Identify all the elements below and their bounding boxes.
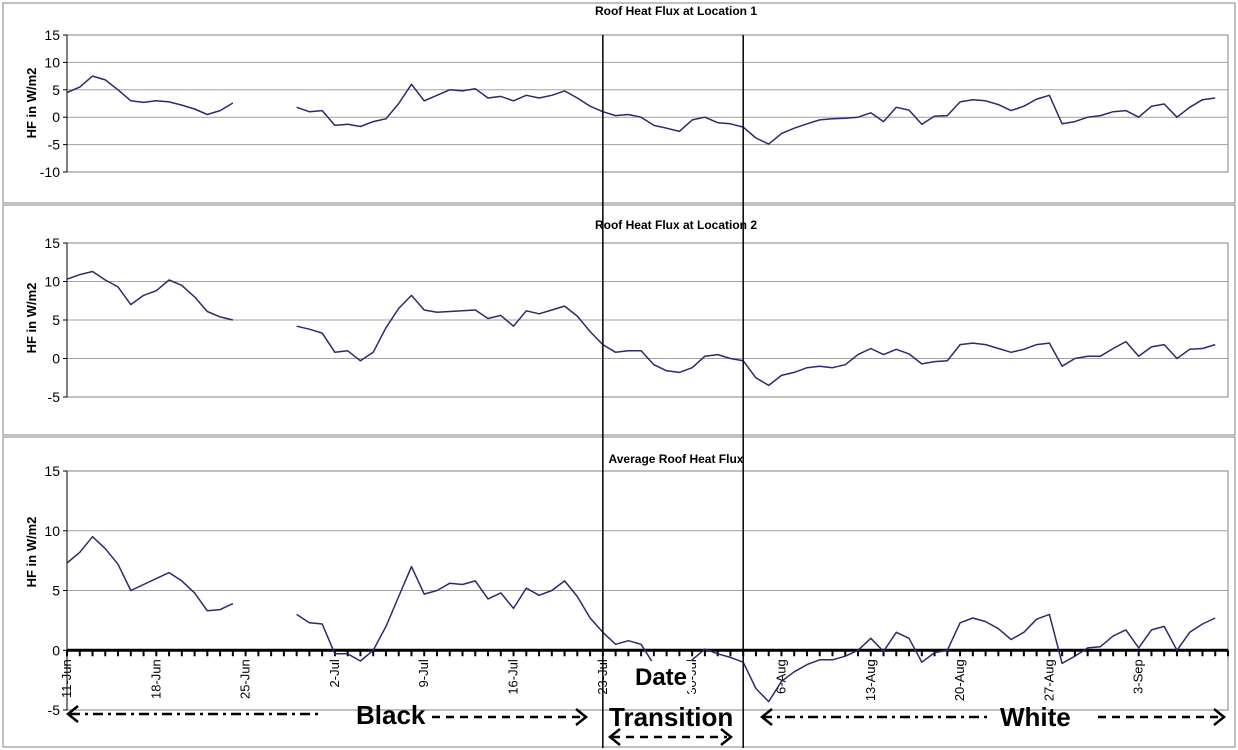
x-tick-label: 2-Jul — [327, 659, 342, 687]
x-tick-label: 3-Sep — [1131, 659, 1146, 694]
y-tick-label: 10 — [44, 54, 60, 70]
x-tick-label: 6-Aug — [773, 659, 788, 694]
panel-average: Average Roof Heat Flux HF in W/m2 -5 0 5 10… — [2, 436, 1236, 748]
panel-location-1: Roof Heat Flux at Location 1 HF in W/m2 … — [2, 2, 1236, 204]
y-tick-label: 10 — [44, 523, 60, 539]
y-tick-label: -5 — [48, 389, 61, 405]
y-tick-label: 5 — [52, 82, 60, 98]
y-tick-label: 0 — [52, 642, 60, 658]
date-label-background — [630, 661, 692, 691]
black-arrow-left-head — [65, 705, 79, 723]
x-tick-label: 20-Aug — [952, 659, 967, 701]
y-tick-label: -5 — [48, 702, 61, 718]
panel-frame — [2, 2, 1236, 204]
transition-phase-label: Transition — [609, 702, 733, 732]
x-tick-label: 11-Jun — [59, 659, 74, 698]
x-tick-label: 9-Jul — [416, 659, 431, 687]
panel-frame — [2, 204, 1236, 436]
y-tick-label: 15 — [44, 235, 60, 251]
series-line — [296, 83, 1216, 145]
series-line — [66, 535, 234, 612]
series-line — [296, 565, 1216, 703]
plot-area: -10 -5 0 5 10 15 — [40, 27, 1229, 180]
series-line — [296, 294, 1216, 387]
series-line — [66, 75, 234, 116]
y-tick-label: 0 — [52, 109, 60, 125]
white-arrow-left-head — [759, 708, 773, 726]
black-phase-label: Black — [356, 700, 426, 730]
y-axis-label: HF in W/m2 — [24, 517, 39, 588]
y-tick-label: 5 — [52, 312, 60, 328]
phase-annotations: Black Transition White — [65, 700, 1227, 746]
x-axis-label: Date — [635, 664, 687, 691]
x-tick-label: 18-Jun — [148, 659, 163, 699]
y-axis-label: HF in W/m2 — [24, 68, 39, 139]
white-arrow-right-head — [1213, 708, 1227, 726]
y-tick-label: 15 — [44, 463, 60, 479]
x-tick-label: 27-Aug — [1041, 659, 1056, 701]
x-tick-label: 16-Jul — [506, 659, 521, 695]
x-tick-label: 13-Aug — [863, 659, 878, 701]
y-tick-label: -5 — [48, 137, 61, 153]
panel-title: Average Roof Heat Flux — [609, 452, 744, 466]
transition-arrow-left-head — [607, 728, 621, 746]
panel-title: Roof Heat Flux at Location 2 — [595, 218, 757, 232]
y-tick-label: 15 — [44, 27, 60, 43]
y-tick-label: 10 — [44, 274, 60, 290]
series-line — [66, 270, 234, 321]
y-tick-label: -10 — [40, 164, 60, 180]
plot-area: -5 0 5 10 15 — [44, 235, 1229, 405]
y-axis-label: HF in W/m2 — [24, 283, 39, 354]
y-tick-label: 5 — [52, 583, 60, 599]
white-phase-label: White — [1000, 702, 1071, 732]
transition-arrow-right-head — [720, 728, 734, 746]
y-tick-label: 0 — [52, 351, 60, 367]
x-tick-label: 25-Jun — [238, 659, 253, 699]
panel-title: Roof Heat Flux at Location 1 — [595, 4, 757, 18]
plot-area: -5 0 5 10 15 11-Jun 18-Jun 25-Jun 2-Jul 9-Jul 16-J… — [44, 463, 1229, 718]
panel-frame — [2, 436, 1236, 748]
black-arrow-right-head — [575, 708, 589, 726]
panel-location-2: Roof Heat Flux at Location 2 HF in W/m2 … — [2, 204, 1236, 436]
